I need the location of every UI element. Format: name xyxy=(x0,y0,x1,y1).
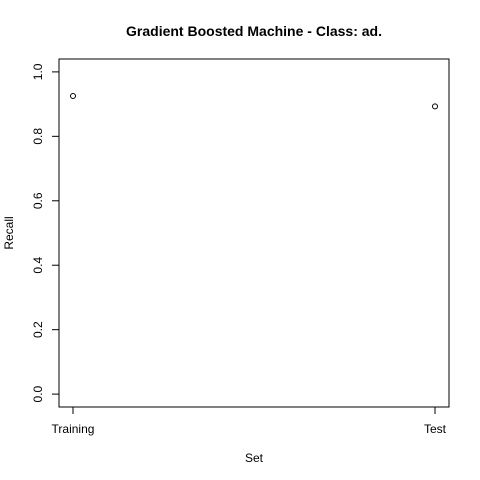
data-point-test xyxy=(432,103,438,110)
y-tick-label: 0.0 xyxy=(31,385,45,402)
x-axis: Training Test xyxy=(52,406,447,436)
y-tick-label: 0.6 xyxy=(31,192,45,209)
x-axis-label: Set xyxy=(245,451,264,465)
y-tick-label: 1.0 xyxy=(31,63,45,80)
data-points xyxy=(70,93,438,110)
y-tick-label: 0.8 xyxy=(31,128,45,145)
x-tick-label: Training xyxy=(52,422,95,436)
y-tick-label: 0.2 xyxy=(31,321,45,338)
y-axis-label: Recall xyxy=(2,216,16,249)
y-tick-label: 0.4 xyxy=(31,257,45,274)
chart-title: Gradient Boosted Machine - Class: ad. xyxy=(126,23,382,39)
data-point-training xyxy=(70,93,76,100)
x-tick-label: Test xyxy=(424,422,447,436)
plot-frame xyxy=(58,58,450,408)
y-axis: 0.0 0.2 0.4 0.6 0.8 1.0 xyxy=(31,63,60,402)
